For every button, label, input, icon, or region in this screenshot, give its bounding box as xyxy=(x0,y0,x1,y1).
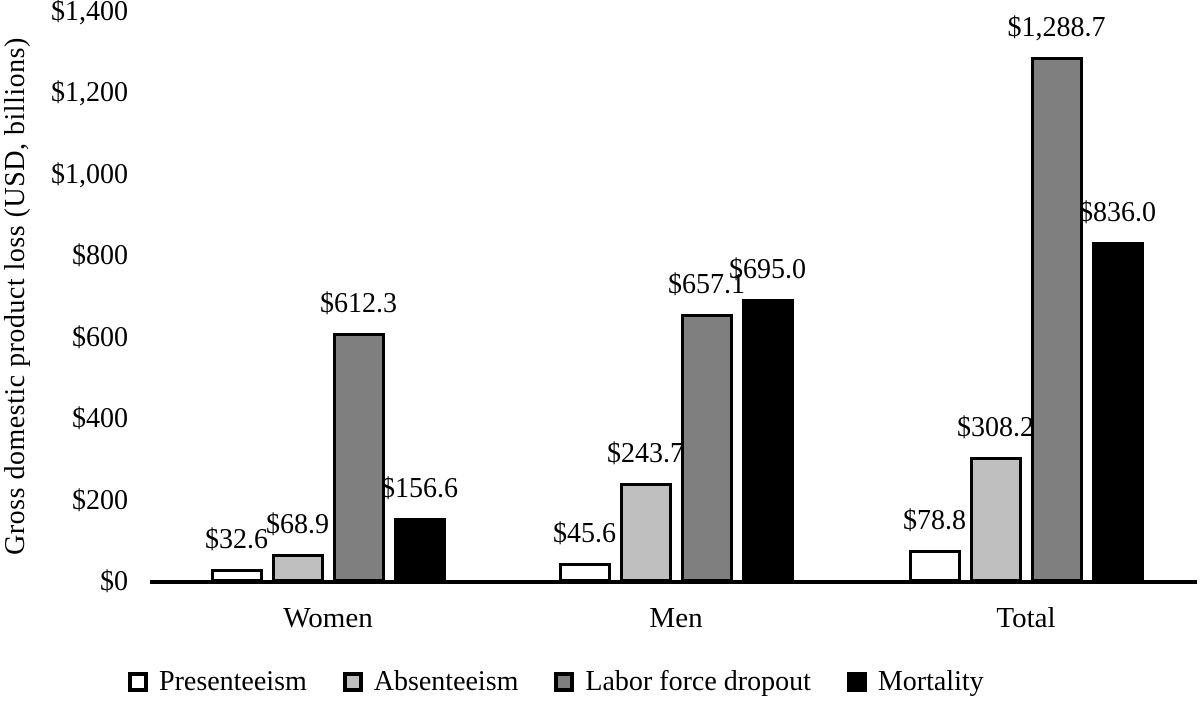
bar-value-label: $156.6 xyxy=(381,473,458,504)
bar-presenteeism-men xyxy=(558,563,611,582)
bar-value-label: $45.6 xyxy=(553,518,616,549)
y-axis-title: Gross domestic product loss (USD, billio… xyxy=(0,37,31,555)
bar-mortality-total xyxy=(1091,242,1144,582)
legend-label: Labor force dropout xyxy=(585,666,811,697)
category-label-women: Women xyxy=(283,602,373,634)
legend-label: Absenteeism xyxy=(373,666,519,697)
bar-value-label: $612.3 xyxy=(320,288,397,319)
legend-item-labor-force-dropout: Labor force dropout xyxy=(554,666,811,698)
bar-labor-force-dropout-total xyxy=(1030,57,1083,582)
bar-labor-force-dropout-women xyxy=(332,333,385,582)
bar-value-label: $836.0 xyxy=(1079,197,1156,228)
category-label-men: Men xyxy=(649,602,703,634)
bar-labor-force-dropout-men xyxy=(680,314,733,582)
legend: Presenteeism Absenteeism Labor force dropo… xyxy=(128,666,984,698)
y-tick-label: $1,200 xyxy=(51,77,128,109)
bar-value-label: $657.1 xyxy=(668,269,745,300)
y-tick-label: $600 xyxy=(72,321,128,353)
legend-label: Mortality xyxy=(877,666,984,697)
category-label-total: Total xyxy=(996,602,1056,634)
y-tick-label: $800 xyxy=(72,240,128,272)
bar-absenteeism-women xyxy=(271,554,324,582)
legend-swatch-icon xyxy=(128,672,148,692)
legend-label: Presenteeism xyxy=(159,666,307,697)
y-tick-label: $200 xyxy=(72,484,128,516)
bar-value-label: $78.8 xyxy=(903,505,966,536)
bar-absenteeism-total xyxy=(969,457,1022,582)
y-tick-label: $1,400 xyxy=(51,0,128,27)
x-axis-line xyxy=(150,580,1197,584)
y-tick-label: $0 xyxy=(100,566,128,597)
y-tick-label: $1,000 xyxy=(51,158,128,190)
legend-swatch-icon xyxy=(846,672,867,692)
legend-swatch-icon xyxy=(554,672,575,692)
legend-item-presenteeism: Presenteeism xyxy=(128,666,307,698)
bar-value-label: $243.7 xyxy=(607,438,684,469)
bar-presenteeism-women xyxy=(210,569,263,582)
bar-value-label: $32.6 xyxy=(205,524,268,555)
bar-mortality-men xyxy=(741,299,794,582)
bar-value-label: $695.0 xyxy=(729,254,806,285)
bar-value-label: $68.9 xyxy=(266,509,329,540)
bar-mortality-women xyxy=(393,518,446,582)
y-tick-label: $400 xyxy=(72,403,128,435)
bar-value-label: $1,288.7 xyxy=(1007,12,1106,43)
bar-presenteeism-total xyxy=(908,550,961,582)
legend-swatch-icon xyxy=(342,672,363,692)
bar-value-label: $308.2 xyxy=(957,412,1034,443)
legend-item-absenteeism: Absenteeism xyxy=(342,666,519,698)
legend-item-mortality: Mortality xyxy=(846,666,984,698)
bar-absenteeism-men xyxy=(619,483,672,582)
